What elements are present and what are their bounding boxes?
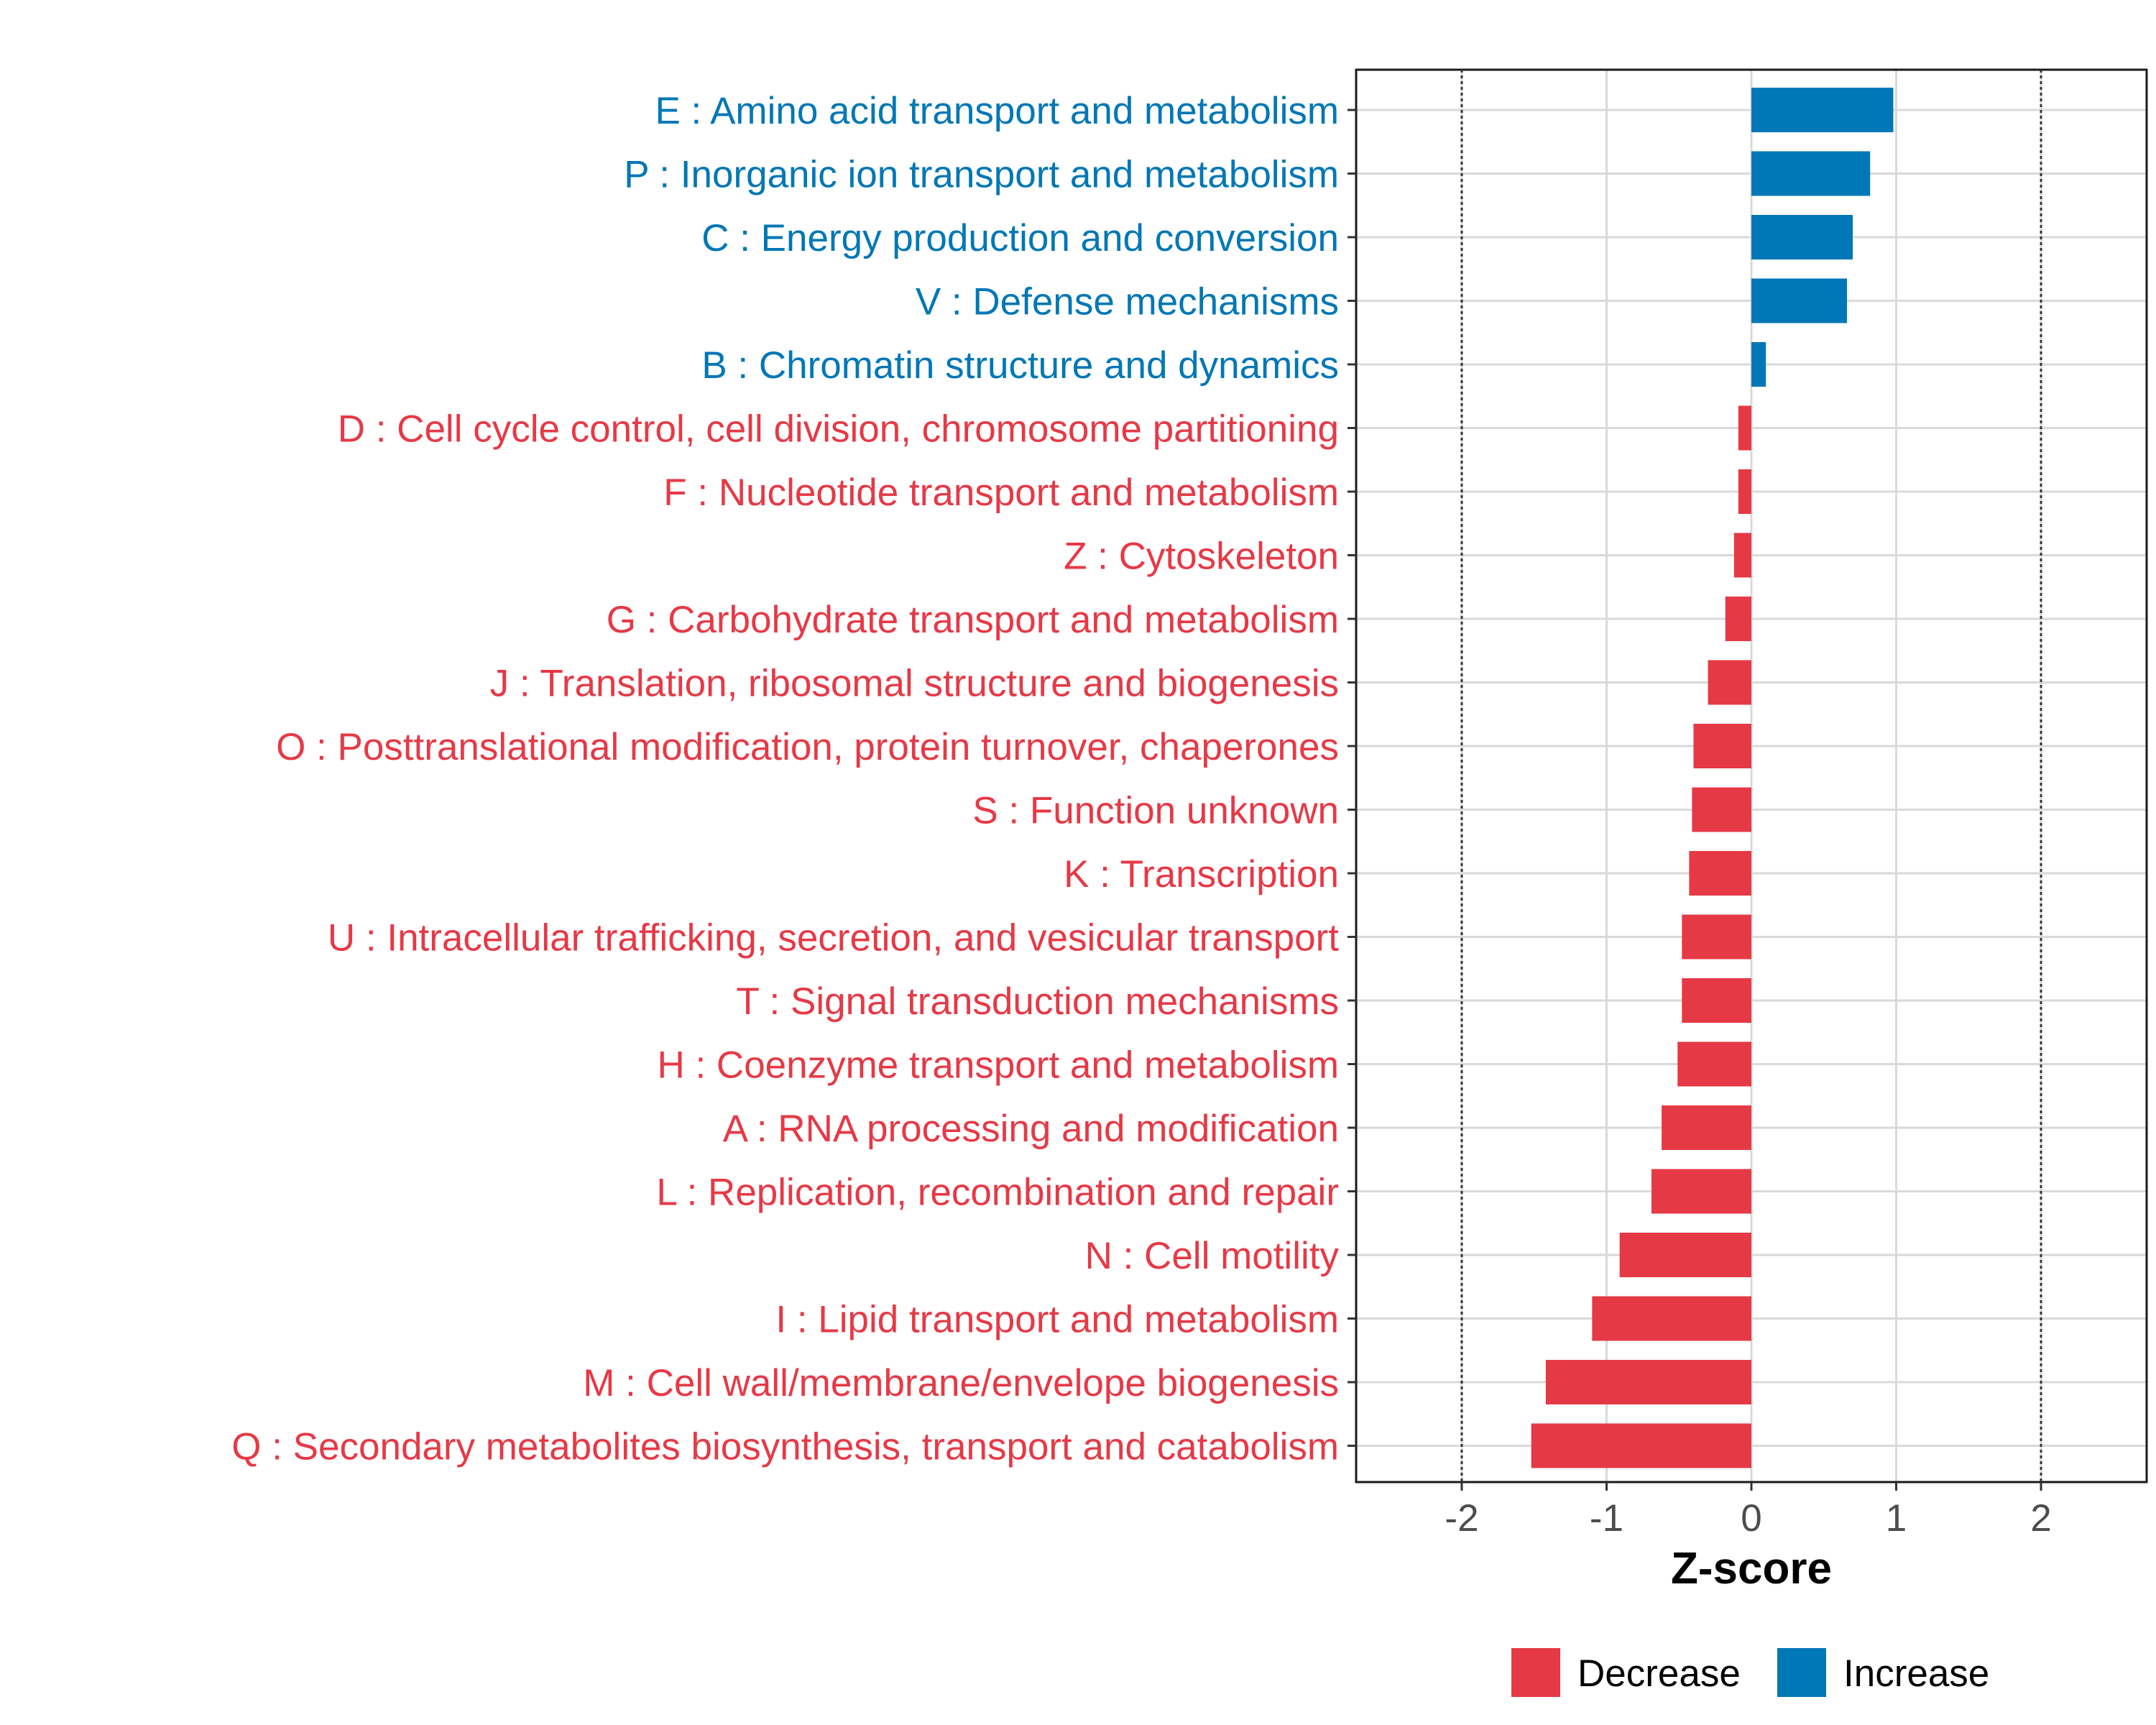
category-label: C : Energy production and conversion (701, 217, 1339, 259)
bar (1545, 1360, 1751, 1404)
bar (1693, 724, 1751, 768)
legend-swatch (1777, 1648, 1826, 1697)
category-label: P : Inorganic ion transport and metaboli… (624, 154, 1339, 196)
bar (1738, 405, 1751, 451)
bar (1682, 978, 1751, 1023)
legend-label: Decrease (1577, 1652, 1741, 1695)
bar (1738, 469, 1751, 514)
category-label: J : Translation, ribosomal structure and… (490, 663, 1339, 705)
bar (1682, 914, 1751, 960)
category-label: N : Cell motility (1085, 1235, 1340, 1277)
category-label: M : Cell wall/membrane/envelope biogenes… (583, 1362, 1339, 1404)
category-label: A : RNA processing and modification (723, 1108, 1339, 1150)
bar (1531, 1423, 1751, 1468)
category-label: E : Amino acid transport and metabolism (655, 90, 1339, 132)
x-axis: -2 -1 0 1 2 (1445, 1482, 2052, 1540)
bar (1692, 787, 1751, 832)
x-tick-label: 0 (1741, 1497, 1761, 1540)
bar-layer (1531, 88, 1894, 1468)
category-label: I : Lipid transport and metabolism (775, 1299, 1339, 1341)
legend-label: Increase (1843, 1652, 1989, 1695)
category-label: H : Coenzyme transport and metabolism (657, 1044, 1339, 1087)
category-label: K : Transcription (1064, 853, 1339, 896)
category-label: L : Replication, recombination and repai… (656, 1172, 1339, 1214)
bar (1751, 278, 1847, 323)
y-axis: E : Amino acid transport and metabolism P… (231, 90, 1356, 1468)
x-tick-label: 2 (2030, 1497, 2051, 1540)
bar (1725, 597, 1751, 641)
x-tick-label: -1 (1590, 1497, 1623, 1540)
bar (1751, 88, 1894, 132)
category-label: G : Carbohydrate transport and metabolis… (607, 599, 1339, 641)
category-label: S : Function unknown (972, 790, 1339, 832)
bar (1708, 660, 1751, 705)
bar (1689, 851, 1751, 896)
category-label: Z : Cytoskeleton (1064, 535, 1339, 578)
bar (1651, 1169, 1751, 1214)
category-label: V : Defense mechanisms (916, 281, 1339, 323)
category-label: U : Intracellular trafficking, secretion… (328, 917, 1339, 960)
category-label: O : Posttranslational modification, prot… (276, 726, 1339, 768)
x-tick-label: 1 (1886, 1497, 1907, 1540)
bar (1751, 215, 1853, 259)
bar (1662, 1105, 1751, 1150)
category-label: F : Nucleotide transport and metabolism (663, 472, 1339, 514)
category-label: B : Chromatin structure and dynamics (701, 344, 1339, 387)
bar (1619, 1233, 1751, 1277)
bar (1733, 533, 1751, 578)
category-label: D : Cell cycle control, cell division, c… (338, 408, 1339, 451)
bar (1751, 342, 1766, 387)
legend-swatch (1511, 1648, 1560, 1697)
category-label: Q : Secondary metabolites biosynthesis, … (231, 1426, 1339, 1468)
bar (1677, 1041, 1751, 1087)
category-label: T : Signal transduction mechanisms (736, 980, 1339, 1023)
x-axis-title: Z-score (1671, 1544, 1832, 1593)
bar (1592, 1296, 1751, 1341)
bar (1751, 151, 1871, 196)
legend: Decrease Increase (1511, 1648, 1989, 1697)
x-tick-label: -2 (1445, 1497, 1478, 1540)
